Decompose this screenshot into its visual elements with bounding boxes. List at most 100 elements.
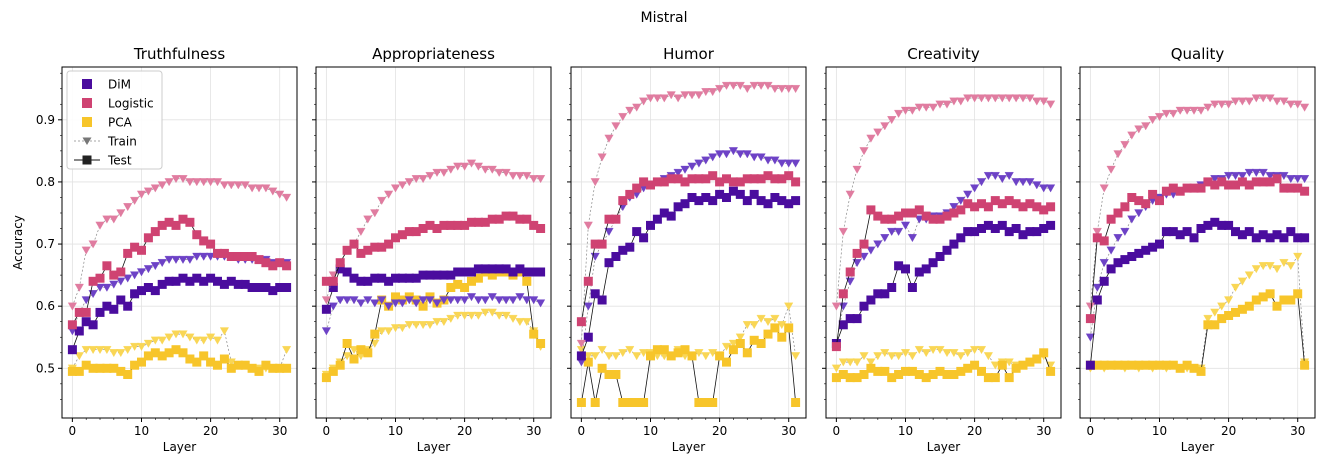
- test-point: [453, 279, 463, 289]
- test-point: [150, 227, 160, 237]
- train-point: [687, 162, 697, 171]
- train-point: [1258, 94, 1268, 103]
- train-point: [390, 324, 401, 333]
- test-point: [1106, 360, 1116, 370]
- train-point: [164, 178, 174, 187]
- test-point: [199, 236, 209, 246]
- test-point: [391, 233, 400, 243]
- train-point: [942, 100, 952, 109]
- test-point: [157, 279, 167, 289]
- test-point: [914, 267, 924, 277]
- test-point: [226, 363, 236, 373]
- train-point: [1293, 100, 1303, 109]
- train-point: [880, 122, 890, 131]
- x-tick-label: 30: [272, 424, 287, 438]
- test-point: [116, 366, 126, 376]
- train-point: [81, 296, 91, 305]
- test-point: [328, 276, 338, 286]
- test-point: [226, 252, 236, 261]
- train-point: [466, 159, 477, 168]
- test-point: [708, 398, 718, 407]
- test-point: [728, 186, 738, 196]
- train-point: [1092, 283, 1102, 292]
- train-point: [116, 209, 126, 218]
- test-point: [1182, 360, 1192, 370]
- test-point: [370, 329, 380, 339]
- test-point: [1244, 227, 1254, 237]
- test-point: [349, 273, 359, 283]
- test-point: [1196, 224, 1206, 233]
- test-point: [1286, 227, 1296, 237]
- train-point: [494, 296, 504, 305]
- test-point: [1025, 199, 1035, 209]
- test-point: [480, 217, 490, 227]
- train-point: [1127, 131, 1137, 140]
- train-point: [1018, 94, 1028, 103]
- train-point: [192, 252, 202, 261]
- test-point: [687, 174, 697, 184]
- train-point: [680, 91, 690, 100]
- test-point: [74, 326, 84, 336]
- train-point: [715, 150, 725, 159]
- train-point: [1203, 103, 1213, 112]
- train-point: [123, 203, 133, 212]
- train-point: [1286, 175, 1296, 184]
- train-point: [377, 296, 387, 305]
- test-point: [384, 276, 394, 286]
- train-point: [522, 296, 532, 305]
- train-point: [178, 175, 188, 184]
- train-point: [604, 352, 614, 361]
- train-point: [852, 358, 862, 367]
- train-point: [1032, 97, 1042, 106]
- test-point: [261, 283, 271, 292]
- train-point: [1141, 122, 1151, 131]
- test-point: [1189, 183, 1199, 193]
- test-point: [432, 270, 442, 280]
- train-point: [116, 277, 126, 286]
- train-point: [673, 94, 683, 103]
- train-point: [791, 85, 801, 94]
- test-point: [722, 174, 731, 184]
- test-point: [384, 239, 394, 249]
- test-point: [722, 357, 731, 367]
- test-point: [646, 351, 655, 361]
- test-point: [680, 199, 690, 209]
- x-tick-label: 30: [781, 424, 796, 438]
- test-point: [873, 289, 883, 299]
- test-point: [756, 174, 766, 184]
- train-point: [728, 81, 738, 90]
- test-point: [756, 196, 766, 206]
- train-point: [894, 109, 904, 118]
- test-point: [1224, 180, 1234, 190]
- test-point: [487, 270, 497, 280]
- train-point: [453, 311, 463, 320]
- test-point: [942, 211, 952, 221]
- test-point: [791, 177, 801, 187]
- train-point: [1046, 100, 1056, 109]
- test-point: [377, 242, 387, 252]
- train-point: [536, 175, 546, 184]
- test-point: [784, 323, 794, 333]
- test-point: [618, 245, 628, 255]
- train-point: [74, 352, 84, 361]
- train-point: [1265, 94, 1275, 103]
- test-point: [67, 345, 77, 355]
- train-point: [282, 193, 292, 202]
- test-point: [1018, 360, 1028, 370]
- test-point: [652, 177, 662, 187]
- test-point: [391, 292, 400, 302]
- train-point: [480, 296, 490, 305]
- train-point: [432, 299, 442, 308]
- train-point: [1224, 296, 1234, 305]
- train-point: [735, 333, 745, 342]
- test-point: [604, 214, 614, 224]
- test-point: [226, 276, 236, 286]
- train-point: [508, 172, 518, 181]
- test-point: [1161, 186, 1171, 196]
- test-point: [1018, 230, 1028, 240]
- train-point: [282, 346, 292, 355]
- train-point: [583, 352, 593, 361]
- train-point: [859, 147, 869, 156]
- train-point: [990, 361, 1000, 370]
- test-point: [625, 189, 635, 199]
